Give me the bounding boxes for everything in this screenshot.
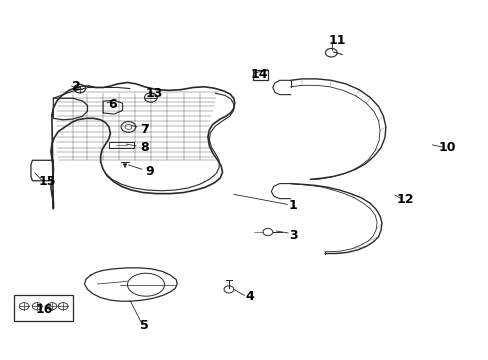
Text: 6: 6 xyxy=(108,98,117,111)
Text: 15: 15 xyxy=(38,175,56,188)
Text: 5: 5 xyxy=(140,319,149,332)
Text: 4: 4 xyxy=(244,290,253,303)
Text: 10: 10 xyxy=(437,141,455,154)
Text: 16: 16 xyxy=(36,303,53,316)
Bar xyxy=(14,296,73,320)
Text: 14: 14 xyxy=(250,68,267,81)
Text: 11: 11 xyxy=(328,33,345,47)
Text: 8: 8 xyxy=(140,141,148,154)
Text: 2: 2 xyxy=(72,80,81,93)
Text: 13: 13 xyxy=(145,87,163,100)
Text: 3: 3 xyxy=(288,229,297,242)
Text: 12: 12 xyxy=(396,193,413,206)
Text: 1: 1 xyxy=(288,199,297,212)
Bar xyxy=(253,69,267,80)
Text: 9: 9 xyxy=(145,165,153,177)
Text: 7: 7 xyxy=(140,123,149,136)
